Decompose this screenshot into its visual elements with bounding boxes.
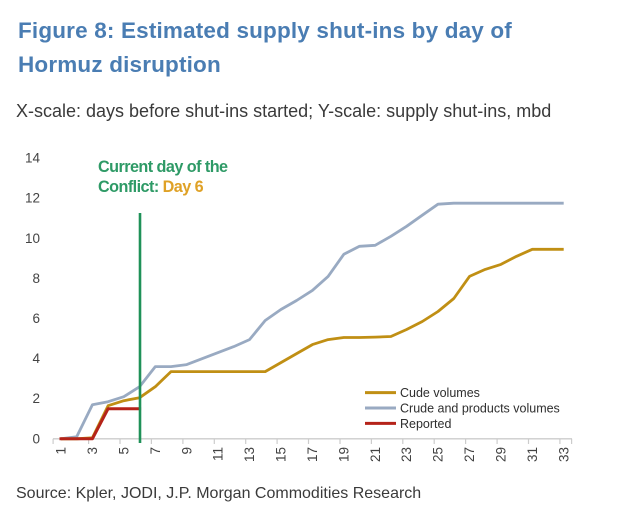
svg-text:33: 33 (556, 447, 571, 462)
svg-text:1: 1 (54, 447, 69, 455)
svg-text:21: 21 (368, 447, 383, 462)
svg-text:14: 14 (25, 151, 41, 166)
svg-text:23: 23 (399, 447, 414, 462)
svg-text:6: 6 (32, 311, 40, 326)
svg-text:2: 2 (32, 391, 40, 406)
svg-text:7: 7 (148, 447, 163, 455)
svg-text:27: 27 (462, 447, 477, 462)
svg-text:Crude and products volumes: Crude and products volumes (400, 401, 560, 415)
svg-text:13: 13 (242, 447, 257, 462)
svg-text:29: 29 (494, 447, 509, 462)
svg-text:Cude volumes: Cude volumes (400, 386, 480, 400)
svg-text:8: 8 (32, 271, 40, 286)
svg-text:5: 5 (116, 447, 131, 455)
svg-text:17: 17 (305, 447, 320, 462)
svg-text:15: 15 (274, 447, 289, 462)
svg-text:9: 9 (179, 447, 194, 455)
svg-text:19: 19 (336, 447, 351, 462)
svg-text:31: 31 (525, 447, 540, 462)
svg-text:10: 10 (25, 231, 40, 246)
svg-text:Reported: Reported (400, 417, 451, 431)
svg-text:4: 4 (32, 351, 40, 366)
svg-text:0: 0 (32, 431, 40, 446)
svg-text:12: 12 (25, 191, 40, 206)
svg-text:25: 25 (431, 447, 446, 462)
svg-text:3: 3 (85, 447, 100, 455)
svg-text:11: 11 (211, 447, 226, 461)
